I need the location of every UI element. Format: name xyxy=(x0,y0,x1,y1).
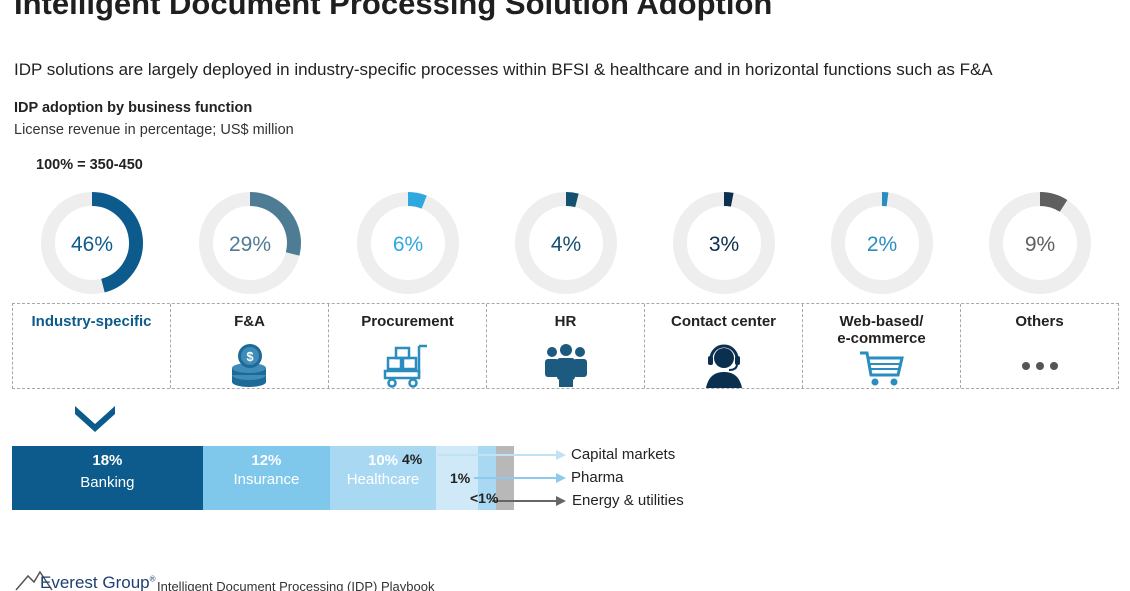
ellipsis-icon xyxy=(1021,362,1058,370)
function-cell-hr: HR xyxy=(487,304,645,388)
donut-value-web-based-e-commerce: 2% xyxy=(867,233,897,256)
callout-capital-markets: Capital markets xyxy=(571,446,676,463)
function-cell-others: Others xyxy=(961,304,1118,388)
donut-value-hr: 4% xyxy=(551,233,581,256)
svg-text:$: $ xyxy=(246,349,254,364)
shopping-cart-icon xyxy=(859,351,904,386)
arrowhead-capital-markets xyxy=(556,450,566,460)
donut-slice-f-a xyxy=(249,192,301,256)
donut-value-industry-specific: 46% xyxy=(71,233,113,256)
function-label-web-ecommerce: Web-based/ e-commerce xyxy=(837,313,926,347)
callout-arrows xyxy=(438,450,566,506)
bar-value-energy-utilities: <1% xyxy=(470,490,499,506)
donut-value-others: 9% xyxy=(1025,233,1055,256)
function-label-procurement: Procurement xyxy=(361,313,454,330)
donut-charts: 46% 29% 6% 4% 3% 2% 9% xyxy=(41,191,1091,294)
everest-logo-icon xyxy=(15,570,53,591)
function-table: Industry-specific F&A $ Procurement HR xyxy=(12,303,1119,389)
callout-pharma: Pharma xyxy=(571,469,624,486)
donut-value-contact-center: 3% xyxy=(709,233,739,256)
bar-category-healthcare: Healthcare xyxy=(346,471,420,488)
bar-segment-insurance: 12% Insurance xyxy=(202,446,330,510)
page-title: Intelligent Document Processing Solution… xyxy=(14,0,773,21)
bar-value-insurance: 12% xyxy=(251,452,282,469)
chevron-down-icon xyxy=(75,406,115,432)
donut-slice-others xyxy=(1039,192,1068,212)
bar-value-banking: 18% xyxy=(92,452,123,469)
donut-slice-contact-center xyxy=(723,192,734,207)
function-label-hr: HR xyxy=(554,313,577,330)
function-label-industry-specific: Industry-specific xyxy=(31,313,152,330)
donut-slice-industry-specific xyxy=(91,192,143,293)
industry-stacked-bar: 18% Banking 12% Insurance 10% Healthcare xyxy=(12,446,515,510)
bar-value-healthcare: 10% xyxy=(367,452,399,469)
bar-value-capital-markets: 4% xyxy=(402,451,423,467)
bar-category-banking: Banking xyxy=(80,474,135,491)
donut-value-procurement: 6% xyxy=(393,233,423,256)
function-cell-web-ecommerce: Web-based/ e-commerce xyxy=(803,304,961,388)
headset-agent-icon xyxy=(705,344,742,388)
coins-stack-icon: $ xyxy=(231,344,266,387)
function-cell-industry-specific: Industry-specific xyxy=(13,304,171,388)
people-group-icon xyxy=(544,344,587,387)
bar-value-pharma: 1% xyxy=(450,470,471,486)
donut-slice-hr xyxy=(565,191,579,208)
function-cell-contact-center: Contact center xyxy=(645,304,803,388)
callout-energy-utilities: Energy & utilities xyxy=(572,492,684,509)
function-cell-fa: F&A $ xyxy=(171,304,329,388)
function-label-contact-center: Contact center xyxy=(670,313,777,330)
chart-title: IDP adoption by business function xyxy=(14,100,253,116)
donut-slice-procurement xyxy=(407,192,427,209)
bar-segment-healthcare: 10% Healthcare xyxy=(330,446,436,510)
arrowhead-pharma xyxy=(556,473,566,483)
chart-units: License revenue in percentage; US$ milli… xyxy=(14,122,294,138)
forklift-boxes-icon xyxy=(383,344,427,388)
function-label-others: Others xyxy=(1015,313,1064,330)
bar-category-insurance: Insurance xyxy=(233,471,300,488)
bar-segment-capital-markets xyxy=(436,446,479,510)
bar-segment-banking: 18% Banking xyxy=(12,446,203,510)
donut-value-f-a: 29% xyxy=(229,233,271,256)
total-note: 100% = 350-450 xyxy=(36,157,143,173)
function-label-fa: F&A xyxy=(234,313,265,330)
footer-brand: Everest Group® xyxy=(40,573,156,591)
footer-text: Intelligent Document Processing (IDP) Pl… xyxy=(157,579,435,591)
arrowhead-energy-utilities xyxy=(556,496,566,506)
page-subtitle: IDP solutions are largely deployed in in… xyxy=(14,60,993,79)
function-cell-procurement: Procurement xyxy=(329,304,487,388)
